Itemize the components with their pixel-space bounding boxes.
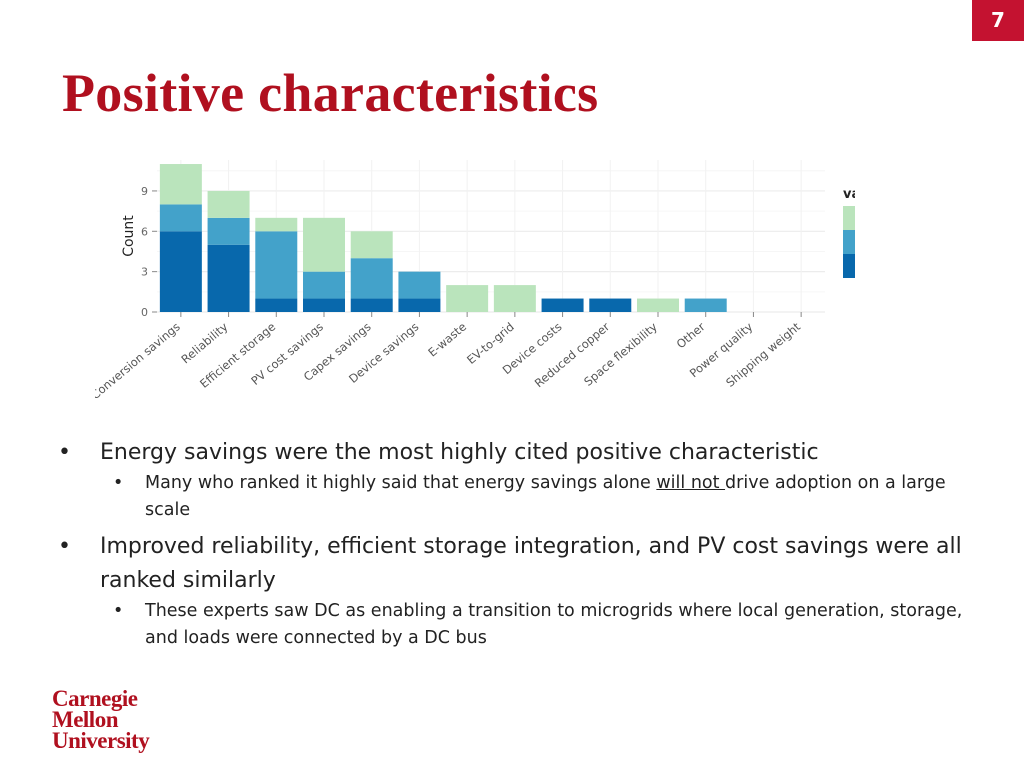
y-tick-label: 3 [141,266,148,279]
bullet-2-sub-1-text: These experts saw DC as enabling a trans… [145,601,963,648]
bar-rank3-7 [493,285,536,312]
bullet-dot: • [58,534,71,559]
bar-rank2-3 [303,271,345,299]
slide-number: 7 [972,0,1024,41]
bar-rank1-0 [159,231,202,312]
chart-legend: variableRank.3Rank.2Rank.1 [843,187,855,278]
legend-swatch [843,254,855,278]
legend-swatch [843,206,855,230]
bar-rank3-10 [637,298,679,312]
bullet-list: • Energy savings were the most highly ci… [58,436,988,652]
bar-rank1-4 [350,298,393,312]
bar-rank3-3 [303,217,345,272]
bar-rank2-2 [255,231,298,299]
legend-title: variable [843,187,855,202]
slide-title: Positive characteristics [62,63,599,123]
bullet-2: • Improved reliability, efficient storag… [58,530,988,598]
bar-rank1-2 [255,298,298,312]
x-tick-label: Conversion savings [95,320,183,403]
bullet-dot: • [58,440,71,465]
y-axis-title: Count [121,215,137,257]
bullet-2-sub-1: • These experts saw DC as enabling a tra… [58,598,988,652]
y-tick-label: 6 [141,225,148,238]
bar-rank2-5 [398,271,441,299]
x-tick-label: E-waste [425,320,469,360]
bar-rank1-5 [398,298,441,312]
bullet-1-sub-1-text-underlined: will not [656,473,726,493]
bullet-1: • Energy savings were the most highly ci… [58,436,988,470]
y-tick-label: 9 [141,185,148,198]
bullet-2-text: Improved reliability, efficient storage … [100,534,962,593]
bullet-1-sub-1: • Many who ranked it highly said that en… [58,470,988,524]
bar-rank3-6 [446,285,489,312]
bullet-1-sub-1-text-after: drive adoption on a large scale [145,473,946,520]
bar-rank1-9 [589,298,632,312]
bar-rank2-11 [684,298,727,312]
logo-line-1: Carnegie [52,686,138,711]
logo-line-2: Mellon [52,707,119,732]
bar-rank2-0 [159,204,202,232]
x-tick-label: Other [674,319,708,351]
sub-bullet-dot: • [113,601,124,621]
bar-rank1-1 [207,244,250,312]
bar-rank2-4 [350,258,393,299]
bar-rank3-0 [159,164,202,205]
legend-swatch [843,230,855,254]
bar-rank3-1 [207,190,250,218]
bar-rank1-3 [303,298,345,312]
logo-line-3: University [52,728,150,753]
bullet-1-text: Energy savings were the most highly cite… [100,440,819,465]
bar-rank3-2 [255,217,298,232]
y-tick-label: 0 [141,306,148,319]
bar-rank3-4 [350,231,393,259]
bullet-1-sub-1-text-before: Many who ranked it highly said that ener… [145,473,657,493]
cmu-logo: Carnegie Mellon University [52,686,150,753]
sub-bullet-dot: • [113,473,124,493]
bar-rank2-1 [207,217,250,245]
bar-rank1-8 [541,298,584,312]
